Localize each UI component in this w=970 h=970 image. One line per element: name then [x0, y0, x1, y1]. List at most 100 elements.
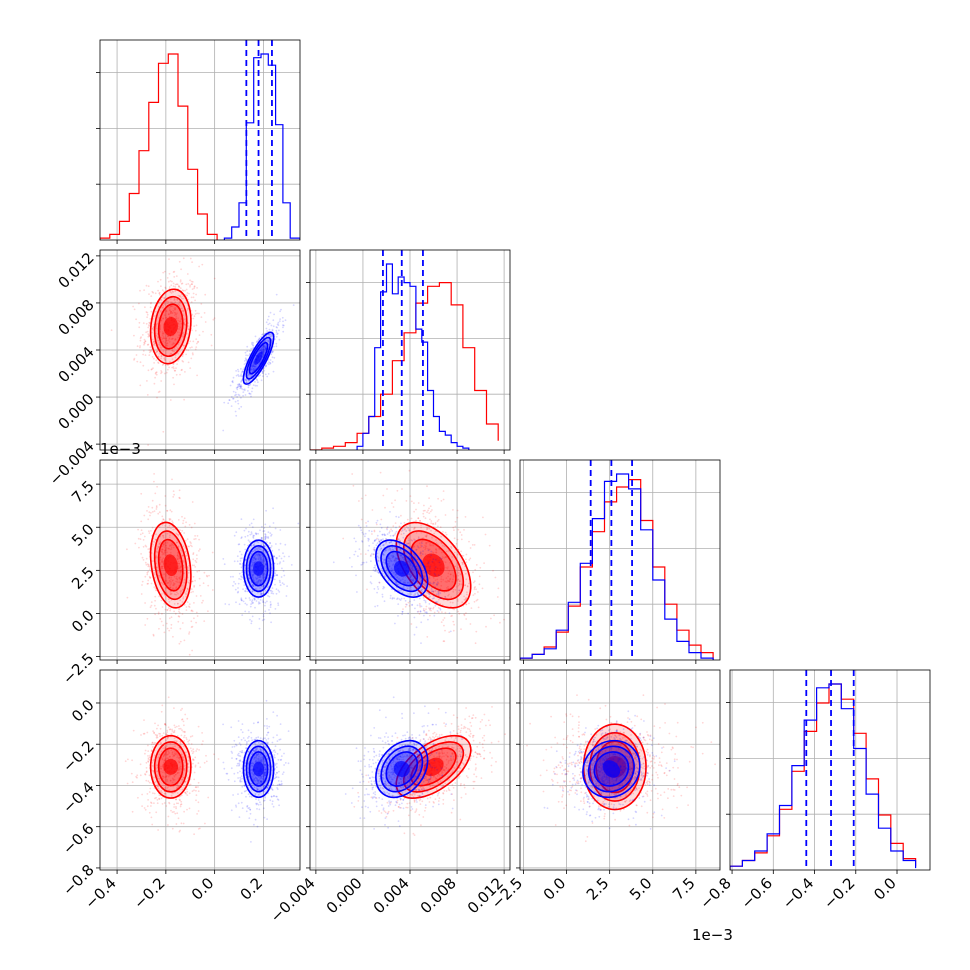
scatter-point: [166, 778, 169, 781]
scatter-point: [265, 741, 268, 744]
scatter-point: [424, 535, 427, 537]
scatter-point: [388, 565, 391, 568]
scatter-point: [162, 548, 164, 551]
scatter-point: [196, 535, 199, 537]
scatter-point: [503, 618, 505, 621]
scatter-point: [150, 601, 153, 603]
scatter-point: [282, 326, 284, 329]
scatter-point: [255, 558, 257, 560]
scatter-point: [259, 349, 262, 352]
scatter-point: [151, 506, 154, 509]
scatter-point: [379, 545, 382, 547]
scatter-point: [252, 362, 255, 365]
scatter-point: [283, 555, 286, 558]
scatter-point: [164, 286, 167, 289]
scatter-point: [174, 308, 177, 311]
scatter-point: [378, 539, 381, 542]
scatter-point: [458, 580, 461, 582]
scatter-point: [266, 600, 268, 603]
scatter-point: [170, 546, 173, 549]
scatter-point: [246, 534, 249, 537]
scatter-point: [358, 500, 360, 502]
scatter-point: [250, 368, 253, 370]
scatter-point: [179, 575, 182, 578]
scatter-point: [188, 603, 191, 605]
scatter-point: [182, 759, 185, 762]
scatter-point: [415, 519, 417, 522]
scatter-point: [264, 345, 267, 348]
scatter-point: [164, 759, 167, 762]
scatter-point: [153, 510, 156, 512]
scatter-point: [136, 360, 139, 363]
panel-frame: [519, 459, 721, 661]
scatter-point: [261, 347, 263, 349]
scatter-point: [261, 760, 264, 762]
scatter-point: [233, 534, 236, 537]
scatter-point: [179, 320, 182, 323]
scatter-point: [410, 517, 413, 520]
scatter-point: [428, 577, 431, 580]
scatter-point: [156, 727, 158, 730]
scatter-point: [165, 544, 167, 547]
scatter-point: [277, 604, 280, 606]
scatter-point: [176, 591, 178, 593]
scatter-point: [162, 583, 165, 586]
scatter-point: [188, 743, 190, 745]
scatter-point: [369, 555, 372, 557]
scatter-point: [253, 561, 256, 564]
scatter-point: [164, 723, 167, 725]
scatter-point: [264, 348, 267, 351]
scatter-point: [156, 333, 159, 335]
scatter-point: [169, 551, 172, 554]
scatter-point: [163, 602, 166, 605]
scatter-point: [237, 370, 240, 373]
scatter-point: [240, 553, 243, 556]
scatter-point: [252, 367, 255, 370]
scatter-point: [372, 548, 375, 551]
scatter-point: [168, 601, 171, 603]
scatter-point: [282, 324, 285, 327]
scatter-point: [249, 618, 251, 621]
scatter-point: [458, 582, 461, 585]
scatter-point: [198, 312, 200, 315]
scatter-point: [235, 531, 238, 534]
scatter-point: [394, 573, 397, 576]
scatter-point: [183, 734, 186, 737]
scatter-point: [373, 549, 376, 552]
scatter-point: [164, 341, 167, 344]
scatter-point: [260, 585, 263, 588]
scatter-point: [428, 603, 431, 605]
scatter-point: [465, 597, 467, 599]
scatter-point: [435, 539, 437, 541]
scatter-point: [166, 738, 169, 740]
scatter-point: [413, 633, 416, 636]
scatter-point: [278, 562, 281, 565]
scatter-point: [251, 365, 253, 367]
scatter-point: [434, 569, 436, 571]
scatter-point: [463, 613, 465, 616]
scatter-point: [161, 791, 163, 794]
scatter-point: [152, 759, 155, 762]
scatter-point: [257, 339, 260, 341]
scatter-point: [178, 610, 180, 613]
scatter-point: [178, 756, 181, 759]
scatter-point: [165, 349, 168, 351]
scatter-point: [172, 291, 175, 293]
scatter-point: [256, 340, 259, 343]
scatter-point: [250, 603, 253, 605]
scatter-point: [269, 612, 271, 615]
scatter-point: [465, 612, 467, 614]
scatter-point: [380, 518, 383, 521]
scatter-point: [179, 295, 182, 298]
scatter-point: [182, 522, 184, 525]
scatter-point: [193, 315, 196, 318]
scatter-point: [171, 781, 174, 784]
scatter-point: [170, 809, 172, 812]
scatter-point: [396, 597, 399, 600]
scatter-point: [280, 782, 283, 785]
scatter-point: [173, 583, 176, 585]
scatter-point: [267, 758, 269, 760]
scatter-point: [259, 599, 262, 601]
scatter-point: [262, 572, 265, 575]
scatter-point: [174, 812, 177, 815]
